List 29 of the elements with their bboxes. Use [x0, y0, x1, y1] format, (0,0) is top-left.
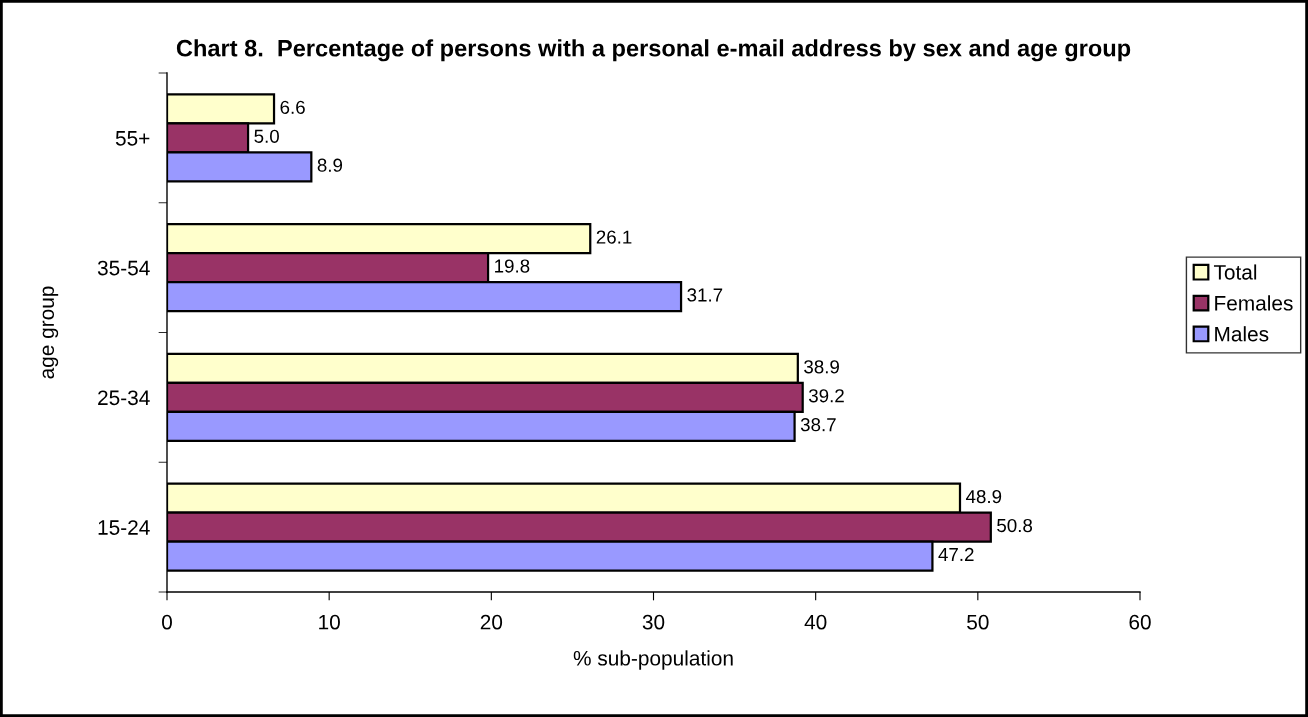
legend-label: Total [1213, 264, 1257, 280]
data-label: 31.7 [687, 288, 723, 302]
x-tick-label: 40 [804, 614, 827, 630]
data-label: 50.8 [997, 518, 1033, 533]
data-label: 5.0 [254, 129, 279, 143]
y-tick-label: 35-54 [97, 260, 150, 276]
y-tick-label: 55+ [115, 131, 150, 146]
data-label: 38.9 [804, 360, 839, 374]
x-tick-label: 10 [319, 614, 340, 630]
data-label: 6.6 [280, 100, 305, 114]
legend-label: Males [1215, 326, 1269, 342]
x-tick-label: 60 [1129, 614, 1151, 630]
x-axis-title: % sub-population [573, 650, 733, 670]
x-tick-label: 30 [642, 614, 665, 630]
x-tick-label: 20 [480, 614, 503, 630]
data-label: 19.8 [495, 259, 530, 273]
x-tick-label: 50 [967, 614, 989, 630]
x-tick-label: 0 [162, 614, 172, 630]
y-tick-label: 15-24 [98, 520, 150, 535]
y-axis-title: age group [42, 286, 59, 379]
data-label: 8.9 [317, 158, 343, 172]
y-tick-label: 25-34 [98, 390, 150, 406]
legend-label: Females [1215, 295, 1293, 311]
data-label: 39.2 [808, 389, 844, 403]
data-label: 38.7 [800, 418, 836, 432]
data-label: 26.1 [596, 230, 632, 244]
data-label: 48.9 [965, 489, 1002, 504]
data-label: 47.2 [938, 547, 974, 561]
chart-title: Chart 8. Percentage of persons with a personal e-mail address by sex and age group [176, 39, 1131, 62]
